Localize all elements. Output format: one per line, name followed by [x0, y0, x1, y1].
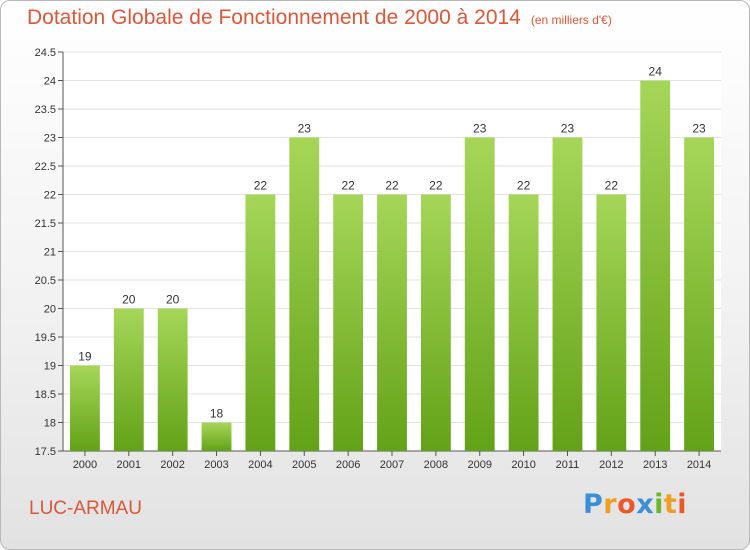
bar-value-label: 20	[166, 293, 180, 307]
logo-letter: r	[603, 489, 618, 520]
x-tick-label: 2012	[599, 459, 623, 471]
x-tick-label: 2014	[687, 459, 711, 471]
y-tick-label: 19.5	[35, 332, 56, 344]
x-tick-label: 2008	[424, 459, 448, 471]
bar	[596, 194, 627, 451]
bar-value-label: 22	[385, 179, 399, 193]
y-tick-label: 20	[44, 304, 56, 316]
x-tick-label: 2007	[380, 459, 404, 471]
y-tick-label: 18	[44, 418, 56, 430]
commune-name: LUC-ARMAU	[29, 498, 142, 519]
logo-letter: x	[636, 489, 655, 520]
x-tick-label: 2010	[511, 459, 535, 471]
x-tick-label: 2006	[336, 459, 360, 471]
chart-title: Dotation Globale de Fonctionnement de 20…	[27, 6, 521, 29]
y-tick-label: 18.5	[35, 389, 56, 401]
bar-value-label: 20	[122, 293, 136, 307]
bar	[113, 308, 144, 451]
x-tick-label: 2013	[643, 459, 667, 471]
x-tick-label: 2001	[117, 459, 141, 471]
bar	[640, 80, 671, 451]
bar	[684, 137, 714, 451]
bar-value-label: 22	[605, 179, 619, 193]
y-tick-label: 22.5	[35, 161, 56, 173]
bar	[333, 194, 364, 451]
logo-letter: t	[663, 489, 678, 520]
bar	[201, 422, 232, 451]
bar-value-label: 22	[341, 179, 355, 193]
bar	[377, 194, 407, 451]
bar-value-label: 22	[254, 179, 268, 193]
x-tick-label: 2003	[204, 459, 228, 471]
x-tick-label: 2000	[73, 459, 97, 471]
logo-letter: o	[617, 489, 637, 520]
x-tick-label: 2004	[248, 459, 272, 471]
y-tick-label: 23.5	[35, 104, 56, 116]
y-tick-label: 21	[44, 247, 56, 259]
chart-subtitle: (en milliers d'€)	[530, 13, 612, 27]
bar	[157, 308, 188, 451]
bar-value-label: 19	[78, 350, 92, 364]
y-tick-label: 20.5	[35, 275, 56, 287]
bar-value-label: 18	[210, 407, 224, 421]
x-tick-label: 2011	[556, 459, 580, 471]
x-tick-label: 2002	[160, 459, 184, 471]
y-tick-label: 21.5	[35, 218, 56, 230]
bar	[508, 194, 539, 451]
y-tick-label: 24.5	[35, 47, 56, 59]
bar	[289, 137, 320, 451]
bar	[420, 194, 451, 451]
x-tick-label: 2005	[292, 459, 316, 471]
y-tick-label: 22	[44, 190, 56, 202]
y-tick-label: 24	[44, 76, 56, 88]
proxiti-logo[interactable]: Proxiti	[583, 489, 687, 520]
bar-value-label: 23	[561, 122, 575, 136]
bar-value-label: 23	[692, 122, 706, 136]
bar	[552, 137, 583, 451]
bar-value-label: 23	[473, 122, 487, 136]
logo-letter: i	[677, 489, 688, 520]
bar-value-label: 22	[517, 179, 531, 193]
y-tick-label: 19	[44, 361, 56, 373]
y-tick-label: 17.5	[35, 446, 56, 458]
logo-letter: i	[654, 489, 664, 520]
bar	[245, 194, 276, 451]
bar	[464, 137, 495, 451]
y-tick-label: 23	[44, 133, 56, 145]
bar-value-label: 24	[649, 65, 663, 79]
bar-value-label: 22	[429, 179, 443, 193]
bar	[70, 365, 100, 451]
bar-value-label: 23	[298, 122, 312, 136]
chart-title-block: Dotation Globale de Fonctionnement de 20…	[27, 6, 612, 30]
x-tick-label: 2009	[467, 459, 491, 471]
logo-letter: P	[583, 489, 604, 520]
